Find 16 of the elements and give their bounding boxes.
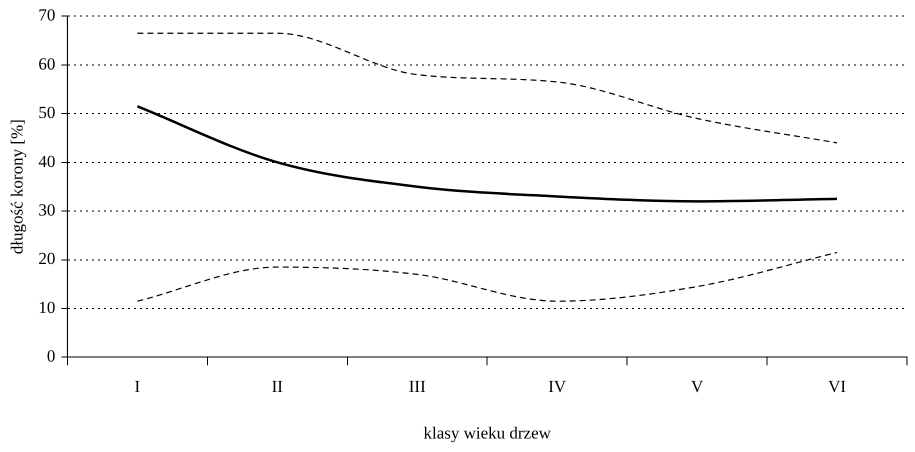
y-tick-label: 40 (38, 152, 56, 171)
y-axis-title: długość korony [%] (8, 119, 27, 254)
x-tick-label: IV (548, 376, 567, 396)
y-tick-label: 10 (38, 298, 56, 317)
y-tick-label: 20 (38, 249, 56, 268)
x-tick-label: II (272, 376, 284, 396)
x-tick-label: III (408, 376, 426, 396)
y-tick-label: 60 (38, 54, 56, 74)
x-tick-label: VI (828, 376, 846, 396)
x-tick-label: I (134, 376, 141, 396)
y-tick-label: 70 (38, 6, 56, 25)
y-tick-label: 30 (38, 200, 56, 220)
y-tick-label: 0 (46, 346, 56, 366)
x-tick-label: V (690, 376, 704, 396)
x-axis-title: klasy wieku drzew (423, 423, 552, 442)
y-tick-label: 50 (38, 103, 56, 122)
